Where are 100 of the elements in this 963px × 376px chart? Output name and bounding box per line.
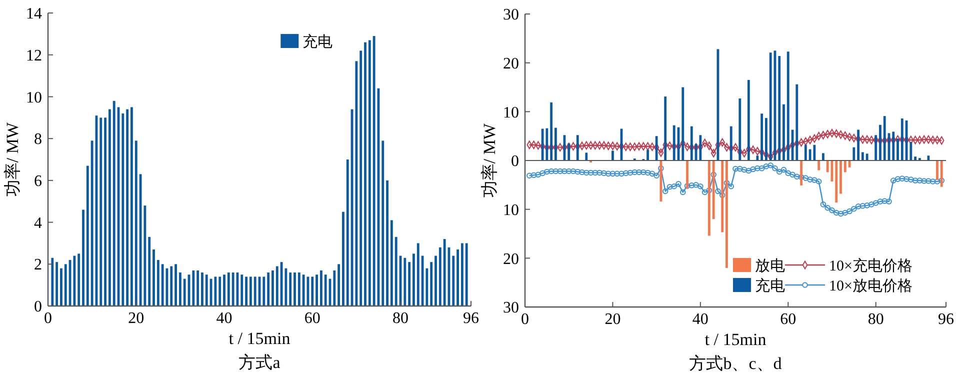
bar xyxy=(404,258,406,306)
bar xyxy=(360,50,362,306)
bar xyxy=(861,152,864,160)
bar xyxy=(130,107,133,306)
y-tick-label: 0 xyxy=(34,298,42,316)
bar xyxy=(100,118,102,306)
bar xyxy=(126,109,129,306)
bar xyxy=(134,140,138,306)
bar xyxy=(232,272,234,306)
bar xyxy=(778,56,781,160)
bar xyxy=(196,270,200,306)
y-tick-label: 14 xyxy=(26,6,42,23)
bar xyxy=(346,160,349,306)
bar xyxy=(655,136,658,160)
bar xyxy=(826,160,829,172)
bar xyxy=(170,266,173,306)
bar xyxy=(430,262,433,306)
bar xyxy=(56,262,58,306)
x-tick-label: 20 xyxy=(128,310,144,327)
bar xyxy=(174,264,177,306)
bar xyxy=(214,276,217,306)
x-tick-label: 80 xyxy=(868,311,884,328)
bar xyxy=(333,270,336,306)
bar xyxy=(324,274,327,306)
bar xyxy=(316,274,318,306)
y-tick-label: 8 xyxy=(34,131,42,148)
bar xyxy=(844,160,846,172)
bar xyxy=(298,272,300,306)
bar xyxy=(568,143,570,160)
bar xyxy=(726,160,728,268)
bar xyxy=(112,100,116,306)
bar xyxy=(161,264,164,306)
legend-label: 充电 xyxy=(302,33,333,50)
y-axis-title: 功率/ MW xyxy=(480,122,499,198)
bar xyxy=(896,138,899,160)
bar xyxy=(818,160,820,170)
bar xyxy=(452,256,455,306)
y-tick-label: 6 xyxy=(34,173,42,190)
bar xyxy=(412,254,415,306)
bar xyxy=(302,274,305,306)
bar xyxy=(808,149,812,160)
x-tick-label: 96 xyxy=(938,311,954,328)
bar xyxy=(686,160,688,189)
bar xyxy=(852,147,856,160)
bar xyxy=(900,118,904,160)
bar xyxy=(804,144,807,160)
bar xyxy=(576,135,579,160)
legend-label: 10×放电价格 xyxy=(829,277,912,294)
bar xyxy=(152,249,155,306)
bar xyxy=(883,116,886,160)
bar xyxy=(426,268,428,306)
y-tick-label: 0 xyxy=(511,153,519,170)
bar xyxy=(144,206,146,306)
bar xyxy=(866,154,868,160)
bar xyxy=(338,264,340,306)
x-tick-label: 80 xyxy=(392,310,408,327)
bar xyxy=(272,270,274,306)
bar xyxy=(786,52,790,160)
text: 方式a xyxy=(238,353,281,372)
bar xyxy=(708,160,710,236)
bar xyxy=(782,104,785,160)
y-tick-label: 12 xyxy=(26,47,42,64)
bar xyxy=(227,272,230,306)
bar xyxy=(386,180,388,306)
legend-label: 放电 xyxy=(755,257,785,274)
bar xyxy=(368,40,371,306)
bar xyxy=(465,243,468,306)
bar xyxy=(416,243,420,306)
bar xyxy=(712,160,715,220)
bar xyxy=(660,160,662,202)
bar xyxy=(122,113,124,306)
bar xyxy=(156,260,160,306)
y-tick-label: 10 xyxy=(503,202,519,219)
bar xyxy=(910,142,912,160)
bar xyxy=(721,160,724,232)
bar xyxy=(205,274,208,306)
bar xyxy=(342,212,344,306)
bar xyxy=(254,276,256,306)
bar xyxy=(443,239,446,306)
y-tick-label: 30 xyxy=(503,300,519,317)
bar xyxy=(86,166,89,306)
bar xyxy=(390,220,393,306)
bar xyxy=(646,150,649,160)
bar xyxy=(460,243,464,306)
y-tick-label: 10 xyxy=(503,104,519,122)
bar xyxy=(267,272,270,306)
bar xyxy=(612,150,614,160)
bar xyxy=(682,87,684,160)
bar xyxy=(192,270,195,306)
bar xyxy=(738,98,742,160)
bar xyxy=(51,258,54,306)
bar xyxy=(434,256,437,306)
bar xyxy=(546,128,548,160)
bar xyxy=(90,140,94,306)
y-axis-title: 功率/ MW xyxy=(3,121,22,197)
bar xyxy=(320,270,322,306)
bar xyxy=(311,276,314,306)
bar xyxy=(78,254,80,306)
x-tick-label: 60 xyxy=(304,310,320,327)
bar xyxy=(796,84,798,160)
